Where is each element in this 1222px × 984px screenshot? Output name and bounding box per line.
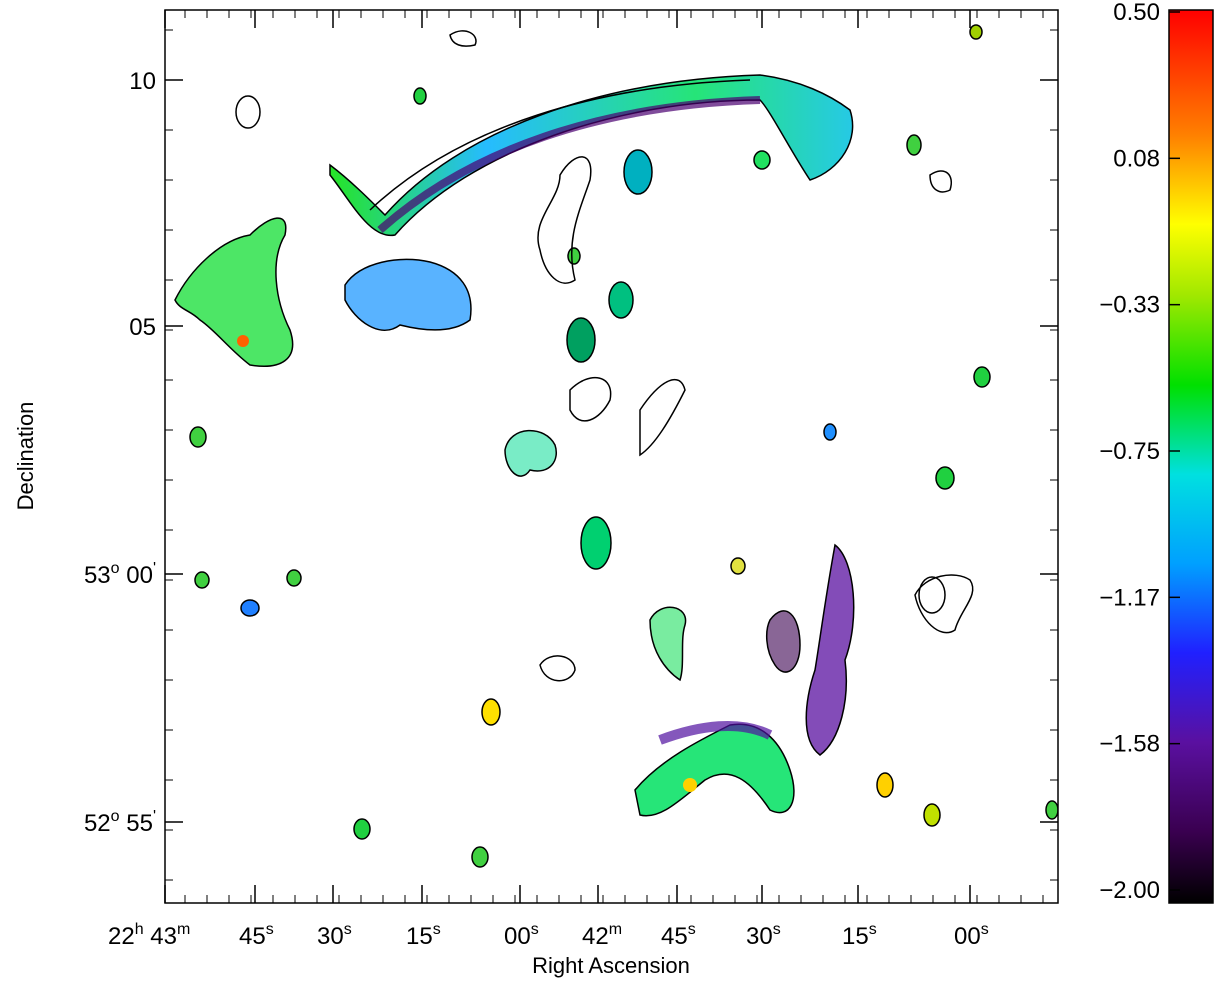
- eastern-knot-emission: [765, 610, 801, 673]
- diffuse-contour: [569, 376, 612, 422]
- x-tick-label: 45s: [661, 921, 696, 950]
- colorbar-tick-label: −1.58: [1099, 731, 1160, 758]
- colorbar-tick-label: −0.75: [1099, 438, 1160, 465]
- diffuse-contour: [537, 156, 592, 284]
- compact-source: [353, 818, 371, 840]
- southern-relic-dark: [658, 721, 773, 745]
- map-features: [174, 24, 1058, 868]
- x-tick-label: 45s: [239, 921, 274, 950]
- compact-source: [235, 95, 261, 129]
- diffuse-contour: [649, 606, 687, 682]
- plot-frame: [164, 9, 1059, 904]
- colorbar: [1168, 9, 1214, 904]
- diffuse-contour: [504, 429, 557, 477]
- x-axis-label: Right Ascension: [532, 953, 690, 978]
- x-axis-ticks: 22h 43m 45s 30s 15s 00s 42m 45s 30s 15s 00s: [108, 10, 1044, 950]
- colorbar-tick-label: −2.00: [1099, 877, 1160, 904]
- x-tick-label: 22h 43m: [108, 921, 190, 950]
- compact-source: [413, 87, 427, 105]
- compact-source: [1045, 800, 1058, 820]
- compact-source: [876, 772, 894, 798]
- northern-arc-dark-edge: [377, 96, 761, 233]
- x-tick-label: 30s: [746, 921, 781, 950]
- eastern-filament-emission: [805, 543, 855, 756]
- x-tick-label: 00s: [954, 921, 989, 950]
- compact-source: [906, 134, 922, 156]
- colorbar-tick-label: −1.17: [1099, 584, 1160, 611]
- compact-source: [823, 423, 837, 441]
- compact-source: [471, 846, 489, 868]
- compact-source: [753, 150, 771, 170]
- colorbar-tick-label: −0.33: [1099, 292, 1160, 319]
- y-tick-label: 52o 55': [84, 808, 156, 837]
- x-tick-label: 42m: [582, 921, 622, 950]
- compact-source: [623, 149, 653, 195]
- compact-source: [973, 366, 991, 388]
- compact-source: [935, 466, 955, 490]
- y-axis-ticks: 10 05 53o 00' 52o 55': [84, 29, 1058, 881]
- northern-arc-emission: [329, 74, 854, 237]
- colorbar-tick-label: 0.08: [1113, 145, 1160, 172]
- y-tick-label: 53o 00': [84, 560, 156, 589]
- compact-source: [481, 698, 501, 726]
- compact-source: [567, 247, 581, 265]
- diffuse-contour: [539, 655, 576, 682]
- western-source-emission: [174, 217, 294, 367]
- compact-source: [566, 317, 596, 363]
- compact-source: [240, 599, 260, 617]
- compact-source: [194, 571, 210, 589]
- southern-relic-emission: [634, 723, 795, 817]
- compact-source: [608, 281, 634, 319]
- compact-source: [189, 426, 207, 448]
- northern-arc-inner: [369, 79, 751, 211]
- compact-source: [580, 516, 612, 570]
- y-tick-label: 05: [129, 314, 156, 341]
- x-tick-label: 30s: [317, 921, 352, 950]
- y-axis-label: Declination: [13, 402, 38, 511]
- diffuse-contour: [914, 574, 974, 634]
- colorbar-ticks: 0.50 0.08 −0.33 −0.75 −1.17 −1.58 −2.00: [1099, 0, 1180, 904]
- diffuse-contour: [929, 170, 952, 193]
- compact-source: [918, 576, 946, 614]
- central-north-emission: [344, 258, 472, 331]
- x-tick-label: 15s: [842, 921, 877, 950]
- compact-source: [969, 24, 983, 40]
- y-tick-label: 10: [129, 68, 156, 95]
- compact-source: [286, 569, 302, 587]
- compact-source: [730, 557, 746, 575]
- colorbar-tick-label: 0.50: [1113, 0, 1160, 26]
- diffuse-contour: [449, 30, 477, 47]
- compact-source: [923, 803, 941, 827]
- diffuse-contour: [639, 378, 686, 457]
- x-tick-label: 15s: [406, 921, 441, 950]
- x-tick-label: 00s: [504, 921, 539, 950]
